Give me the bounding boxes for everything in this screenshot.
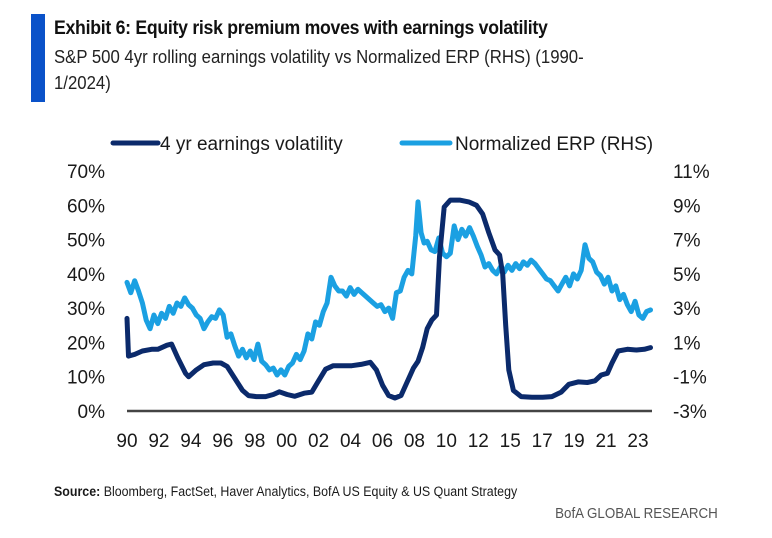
x-tick-label: 90 (116, 431, 137, 452)
y-axis-right: -3% -1% 1% 3% 5% 7% 9% 11% (673, 162, 710, 423)
y-axis-left: 0% 10% 20% 30% 40% 50% 60% 70% (67, 162, 105, 423)
x-tick-label: 10 (436, 431, 457, 452)
y-tick-label-left: 0% (78, 402, 106, 423)
x-tick-label: 94 (180, 431, 202, 452)
x-axis: 90 92 94 96 98 00 02 04 06 08 10 12 15 17 19 21 23 (116, 431, 648, 452)
y-tick-label-left: 10% (67, 368, 105, 389)
x-tick-label: 12 (468, 431, 489, 452)
x-tick-label: 23 (627, 431, 648, 452)
y-tick-label-right: 3% (673, 299, 701, 320)
legend-label-erp: Normalized ERP (RHS) (455, 134, 653, 155)
x-tick-label: 08 (404, 431, 425, 452)
y-tick-label-right: 9% (673, 196, 701, 217)
chart-title: Exhibit 6: Equity risk premium moves wit… (54, 18, 548, 39)
y-tick-label-right: 1% (673, 333, 701, 354)
y-tick-label-right: 7% (673, 231, 701, 252)
y-tick-label-right: 11% (673, 162, 710, 183)
y-tick-label-left: 70% (67, 162, 105, 183)
y-tick-label-left: 40% (67, 265, 105, 286)
x-tick-label: 19 (564, 431, 585, 452)
x-tick-label: 06 (372, 431, 393, 452)
y-tick-label-left: 20% (67, 333, 105, 354)
x-tick-label: 98 (244, 431, 265, 452)
x-tick-label: 15 (500, 431, 521, 452)
x-tick-label: 92 (148, 431, 169, 452)
source-text: Bloomberg, FactSet, Haver Analytics, Bof… (100, 484, 518, 499)
y-tick-label-left: 30% (67, 299, 105, 320)
x-tick-label: 17 (532, 431, 553, 452)
x-tick-label: 21 (595, 431, 616, 452)
y-tick-label-right: -3% (673, 402, 707, 423)
accent-bar (31, 14, 45, 102)
y-tick-label-right: 5% (673, 265, 701, 286)
x-tick-label: 96 (212, 431, 233, 452)
x-tick-label: 04 (340, 431, 362, 452)
series-line-erp (124, 199, 653, 378)
legend: 4 yr earnings volatility Normalized ERP … (110, 134, 653, 155)
chart-subtitle: S&P 500 4yr rolling earnings volatility … (54, 47, 584, 93)
y-tick-label-left: 50% (67, 231, 105, 252)
source-label: Source: (54, 484, 101, 499)
y-tick-label-right: -1% (673, 368, 707, 389)
legend-label-volatility: 4 yr earnings volatility (160, 134, 343, 155)
source-note: Source: Bloomberg, FactSet, Haver Analyt… (54, 484, 517, 499)
x-tick-label: 02 (308, 431, 329, 452)
brand-label: BofA GLOBAL RESEARCH (555, 506, 718, 522)
y-tick-label-left: 60% (67, 196, 105, 217)
x-tick-label: 00 (276, 431, 297, 452)
series-line-volatility (124, 197, 653, 401)
